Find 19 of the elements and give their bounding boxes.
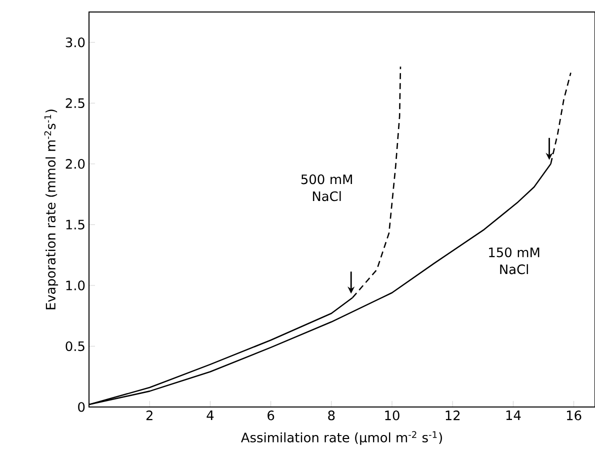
x-tick-label: 12 — [446, 410, 460, 420]
annotation: 500 mM NaCl — [301, 174, 352, 202]
y-tick-label: 0 — [78, 402, 85, 412]
annotation: 150 mM NaCl — [489, 247, 540, 274]
x-tick-label: 16 — [566, 410, 582, 420]
y-tick-label: 1.5 — [66, 220, 84, 230]
x-tick-label: 2 — [146, 410, 152, 420]
x-axis-title: Assimilation rate (μmol m$^{-2}$ s$^{-1}$) — [240, 431, 442, 445]
y-tick-label: 2.5 — [66, 98, 84, 108]
y-axis-title: Evaporation rate (mmol m$^{-2}$s$^{-1}$) — [44, 110, 58, 310]
y-tick-label: 1.0 — [66, 280, 85, 290]
x-tick-label: 10 — [385, 410, 400, 420]
x-tick-label: 14 — [506, 410, 521, 420]
x-tick-label: 6 — [268, 410, 274, 420]
y-tick-label: 0.5 — [66, 341, 84, 352]
x-tick-label: 8 — [328, 410, 335, 420]
x-tick-label: 4 — [206, 410, 214, 420]
y-tick-label: 2.0 — [66, 159, 85, 169]
y-tick-label: 3.0 — [66, 37, 85, 48]
